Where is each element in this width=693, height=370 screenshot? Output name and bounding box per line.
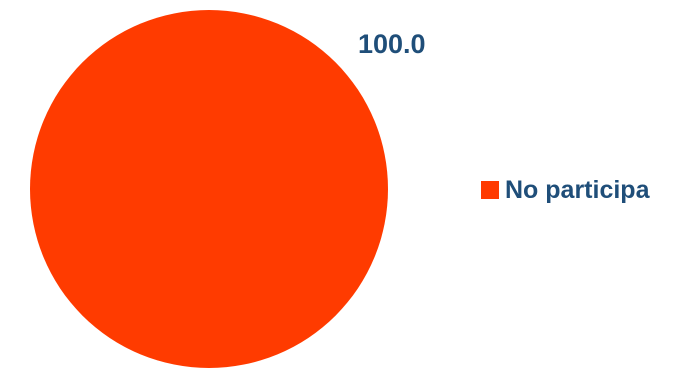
legend: No participa bbox=[481, 176, 651, 204]
legend-swatch bbox=[481, 181, 499, 199]
data-labels: 100.0 bbox=[358, 29, 426, 59]
data-label: 100.0 bbox=[358, 29, 426, 59]
legend-label: No participa bbox=[505, 176, 651, 204]
pie-slices bbox=[30, 10, 388, 368]
pie-slice bbox=[30, 10, 388, 368]
